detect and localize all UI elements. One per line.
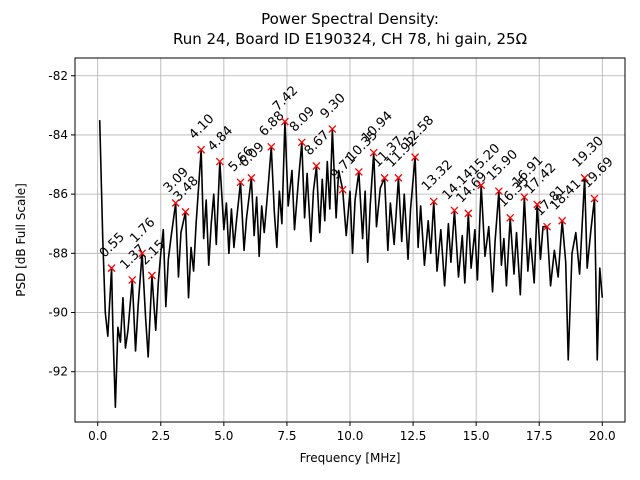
y-tick-label: -92: [48, 365, 68, 379]
peak-marker: [181, 207, 190, 216]
peak-marker: [558, 216, 567, 225]
plot-frame: [74, 57, 626, 423]
chart-title: Power Spectral Density:: [261, 10, 439, 28]
y-tick-label: -88: [48, 246, 68, 260]
peak-marker: [107, 264, 116, 273]
peak-marker: [147, 271, 156, 280]
x-tick-label: 12.5: [400, 429, 427, 443]
peak-marker: [477, 181, 486, 190]
peak-marker: [197, 145, 206, 154]
peak-marker: [369, 148, 378, 157]
x-tick-label: 20.0: [589, 429, 616, 443]
peak-marker: [380, 173, 389, 182]
y-tick-label: -82: [48, 69, 68, 83]
peak-marker: [312, 162, 321, 170]
y-tick-label: -86: [48, 187, 68, 201]
peak-marker: [494, 187, 503, 196]
peak-marker: [338, 185, 347, 194]
x-tick-label: 17.5: [526, 429, 553, 443]
y-tick-label: -90: [48, 306, 68, 320]
peak-marker: [354, 167, 363, 176]
y-tick-label: -84: [48, 128, 68, 142]
peak-marker: [429, 197, 438, 206]
peak-marker: [280, 117, 289, 126]
peak-marker: [328, 125, 337, 133]
psd-line: [98, 120, 604, 408]
peak-marker: [394, 173, 403, 182]
peak-marker: [450, 206, 459, 215]
peak-marker: [506, 213, 515, 222]
peak-marker: [267, 142, 276, 151]
chart-subtitle: Run 24, Board ID E190324, CH 78, hi gain…: [173, 30, 527, 48]
peak-marker: [297, 138, 306, 147]
peak-marker: [171, 199, 180, 207]
peak-marker: [590, 194, 599, 203]
peak-marker: [580, 173, 589, 182]
peak-marker: [215, 157, 224, 166]
x-tick-label: 15.0: [463, 429, 490, 443]
x-tick-label: 2.5: [151, 429, 170, 443]
peak-marker: [533, 200, 542, 209]
x-tick-label: 0.0: [88, 429, 107, 443]
peak-marker: [411, 153, 420, 162]
peak-marker: [543, 222, 552, 231]
peak-marker: [128, 275, 137, 284]
x-axis-label: Frequency [MHz]: [300, 451, 401, 465]
peak-marker: [247, 173, 256, 182]
x-tick-label: 10.0: [337, 429, 364, 443]
peak-marker: [138, 249, 147, 258]
peak-marker: [520, 193, 529, 202]
y-axis-label: PSD [dB Full Scale]: [14, 183, 28, 297]
peak-marker: [236, 178, 245, 187]
x-tick-label: 7.5: [277, 429, 296, 443]
peak-marker: [464, 209, 473, 218]
x-tick-label: 5.0: [214, 429, 233, 443]
